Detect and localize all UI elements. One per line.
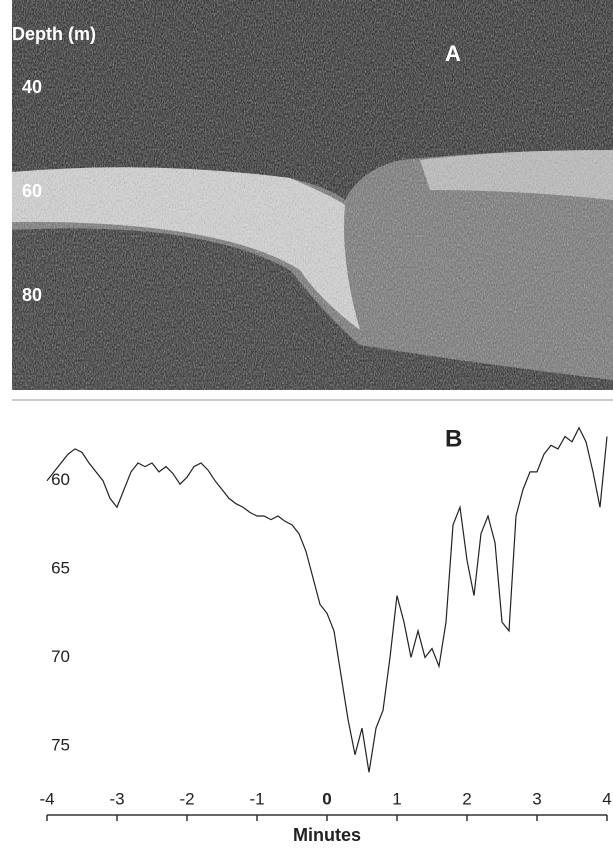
y-tick-label: 70 [51, 647, 70, 666]
x-tick-label: -4 [39, 789, 54, 808]
x-tick-label: 2 [462, 789, 471, 808]
panel-a-axis-label: Depth (m) [12, 24, 96, 44]
x-tick-label: 4 [602, 789, 611, 808]
y-tick-label: 75 [51, 735, 70, 754]
panel-a-label: A [445, 41, 461, 66]
x-tick-label: 1 [392, 789, 401, 808]
y-tick-label: 65 [51, 559, 70, 578]
x-axis-label: Minutes [293, 825, 361, 845]
y-tick-label: 60 [51, 470, 70, 489]
x-tick-label: -2 [179, 789, 194, 808]
x-tick-label: 0 [322, 789, 331, 808]
depth-line [46, 426, 608, 773]
x-tick-label: -3 [109, 789, 124, 808]
echogram-image [12, 0, 613, 401]
depth-tick-label: 40 [22, 77, 42, 97]
panel-b-label: B [445, 425, 462, 452]
x-tick-label: -1 [249, 789, 264, 808]
depth-tick-label: 60 [22, 181, 42, 201]
depth-tick-label: 80 [22, 285, 42, 305]
x-tick-label: 3 [532, 789, 541, 808]
